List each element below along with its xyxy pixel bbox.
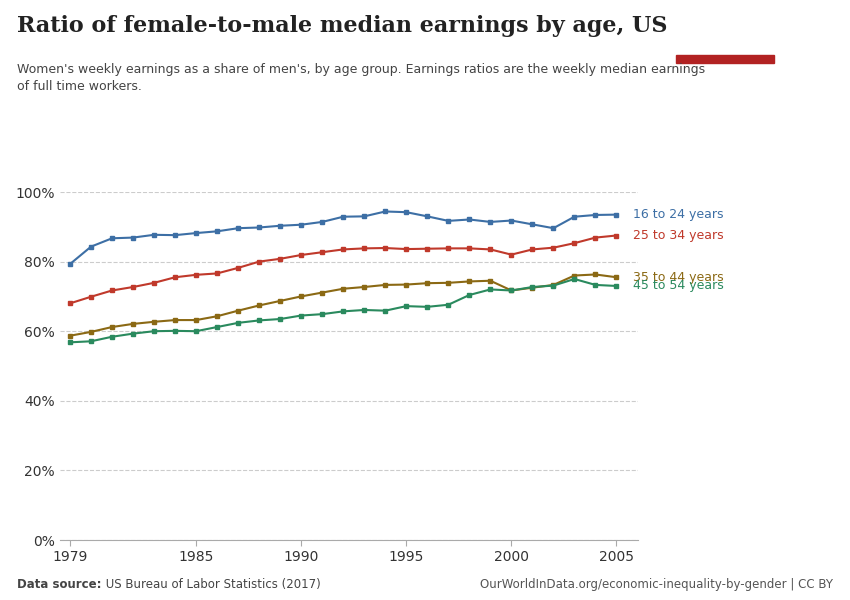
Text: OurWorldInData.org/economic-inequality-by-gender | CC BY: OurWorldInData.org/economic-inequality-b… xyxy=(480,578,833,591)
Bar xyxy=(676,55,774,63)
Text: Women's weekly earnings as a share of men's, by age group. Earnings ratios are t: Women's weekly earnings as a share of me… xyxy=(17,63,706,93)
Text: Our World: Our World xyxy=(693,19,756,29)
Text: 45 to 54 years: 45 to 54 years xyxy=(633,280,724,292)
Text: in Data: in Data xyxy=(702,37,747,46)
Text: Ratio of female-to-male median earnings by age, US: Ratio of female-to-male median earnings … xyxy=(17,15,667,37)
Text: 16 to 24 years: 16 to 24 years xyxy=(633,208,724,221)
Text: 35 to 44 years: 35 to 44 years xyxy=(633,271,724,284)
Text: 25 to 34 years: 25 to 34 years xyxy=(633,229,724,242)
Text: Data source:: Data source: xyxy=(17,578,101,591)
Text: US Bureau of Labor Statistics (2017): US Bureau of Labor Statistics (2017) xyxy=(101,578,320,591)
